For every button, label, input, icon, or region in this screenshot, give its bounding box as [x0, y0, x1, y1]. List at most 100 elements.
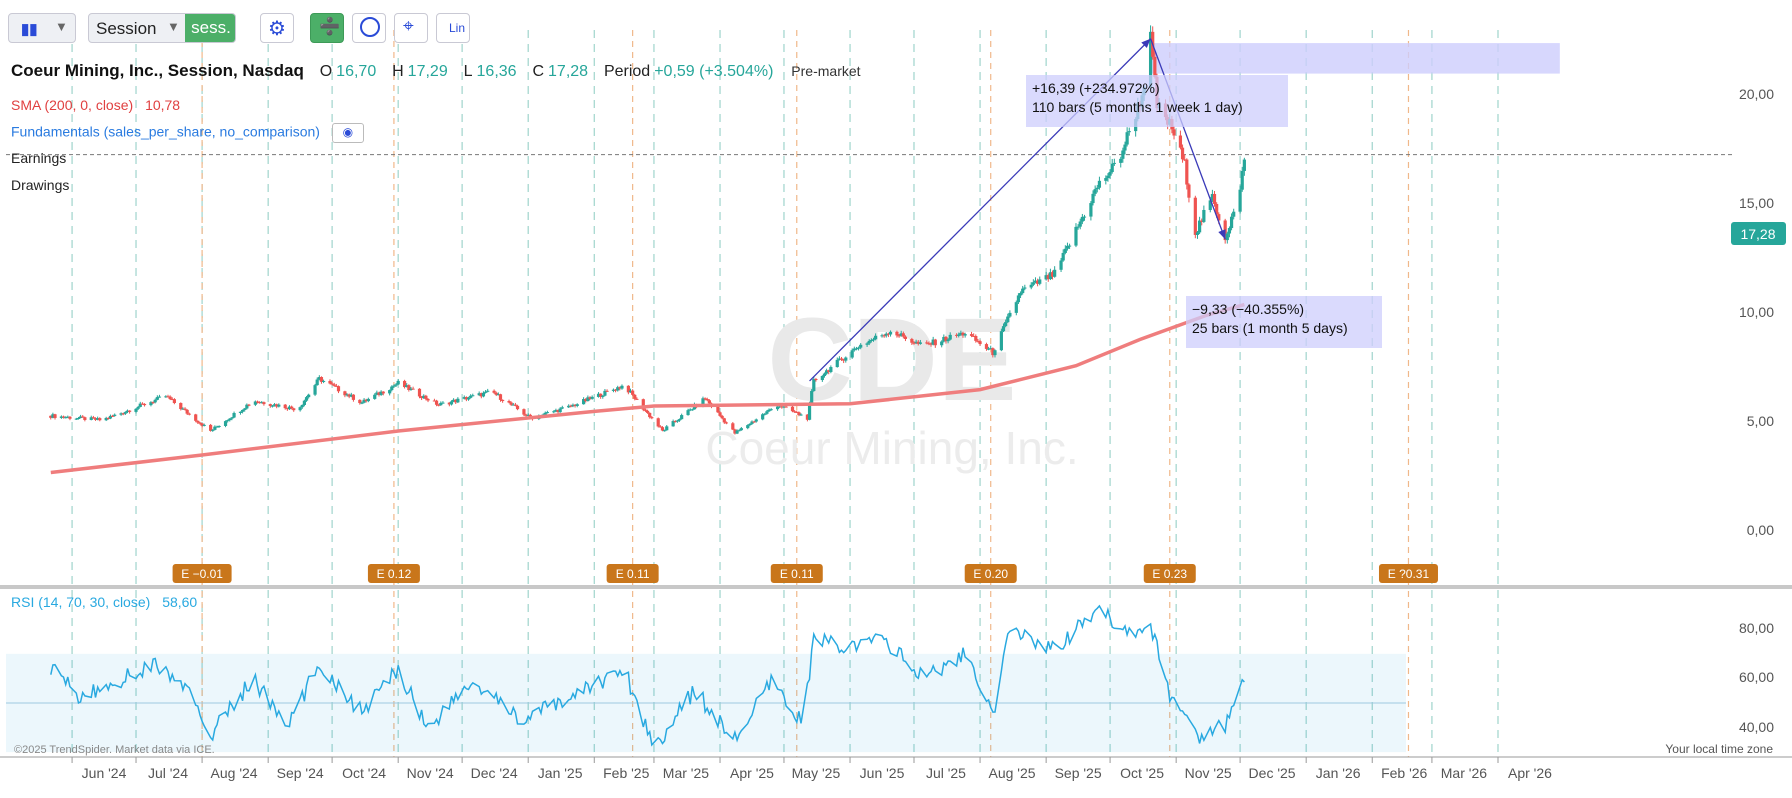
candle-body	[1038, 279, 1042, 284]
earnings-badge-label: E 0.20	[973, 567, 1008, 581]
candle-body	[596, 393, 601, 397]
time-axis-label: Apr '25	[730, 765, 774, 781]
candle-body	[874, 335, 878, 340]
measure-down-bars: 25 bars (1 month 5 days)	[1192, 320, 1348, 336]
candle-body	[1050, 272, 1055, 277]
candle-body	[164, 396, 168, 398]
candle-body	[733, 429, 737, 434]
candle-body	[933, 339, 937, 346]
candle-body	[1001, 326, 1006, 332]
auto-trend-button[interactable]: ➗	[310, 13, 344, 43]
candle-body	[961, 332, 965, 336]
sma-legend[interactable]: SMA (200, 0, close) 10,78	[11, 97, 180, 113]
candle-body	[1217, 214, 1221, 221]
candle-body	[1044, 275, 1048, 280]
candle-body	[1061, 252, 1065, 261]
candle-body	[558, 408, 562, 413]
trend-icon: ➗	[319, 17, 341, 36]
candle-body	[673, 421, 677, 423]
candle-body	[903, 336, 908, 340]
watermark-ticker: CDE	[767, 294, 1016, 426]
sma-line	[50, 302, 1245, 475]
candle-body	[91, 417, 95, 419]
candle-body	[64, 417, 68, 419]
candle-body	[328, 380, 332, 384]
candle-body	[1097, 180, 1102, 188]
measure-down-line	[1149, 38, 1226, 240]
candle-body	[89, 417, 93, 420]
scale-button[interactable]: Lin	[436, 13, 470, 43]
candle-body	[680, 415, 684, 420]
measure-up-box[interactable]: +16,39 (+234.972%) 110 bars (5 months 1 …	[1026, 75, 1288, 127]
candle-body	[307, 394, 311, 398]
candle-body	[81, 416, 85, 418]
measure-down-box[interactable]: −9,33 (−40.355%) 25 bars (1 month 5 days…	[1186, 296, 1382, 348]
price-axis-label: 15,00	[1738, 195, 1774, 212]
candle-body	[1185, 159, 1189, 185]
price-axis-label: 20,00	[1738, 86, 1774, 103]
candle-body	[1065, 245, 1070, 249]
candle-body	[172, 399, 176, 404]
candle-body	[170, 399, 174, 401]
time-button[interactable]	[352, 13, 386, 43]
earnings-legend[interactable]: Earnings	[11, 150, 67, 166]
candle-body	[588, 397, 592, 399]
candle-body	[377, 392, 381, 395]
candle-body	[1240, 170, 1244, 190]
time-axis-label: Dec '25	[1248, 765, 1296, 781]
candle-body	[854, 348, 859, 350]
sma-value: 10,78	[145, 97, 181, 113]
candle-body	[349, 394, 353, 397]
price-zone-rectangle[interactable]	[1150, 43, 1560, 74]
candle-body	[275, 404, 279, 407]
candle-body	[358, 399, 362, 404]
candle-body	[268, 404, 272, 406]
candle-body	[720, 415, 724, 419]
candle-body	[245, 404, 249, 409]
candle-body	[1036, 280, 1040, 284]
candle-body	[611, 389, 616, 391]
low-value: 16,36	[476, 63, 517, 80]
candle-body	[613, 389, 618, 391]
candle-body	[509, 402, 513, 405]
fundamentals-legend[interactable]: Fundamentals (sales_per_share, no_compar…	[11, 123, 364, 143]
candle-body	[748, 423, 752, 426]
time-axis-label: Feb '25	[603, 765, 650, 781]
candle-body	[373, 394, 377, 399]
candle-body	[407, 385, 411, 390]
candle-body	[795, 412, 799, 414]
candle-body	[232, 412, 236, 418]
candle-body	[1229, 216, 1234, 229]
settings-button[interactable]: ⚙	[260, 13, 294, 43]
candle-body	[285, 408, 289, 410]
candle-body	[810, 391, 814, 404]
candle-body	[83, 417, 87, 420]
candle-body	[334, 385, 338, 387]
candle-body	[735, 430, 739, 434]
session-dropdown[interactable]: Session ▼ sess.	[88, 13, 236, 43]
candle-body	[179, 403, 183, 410]
candle-body	[737, 430, 741, 432]
candle-body	[767, 409, 771, 412]
candle-body	[258, 402, 262, 404]
price-tag-value: 17,28	[1740, 226, 1775, 242]
eye-hidden-icon[interactable]: ◉	[331, 123, 364, 143]
candle-body	[1014, 302, 1018, 313]
candle-body	[287, 406, 292, 410]
rsi-legend[interactable]: RSI (14, 70, 30, close) 58,60	[11, 594, 197, 610]
chart-type-button[interactable]: ▮▮ ▼	[8, 13, 76, 43]
candle-body	[603, 390, 607, 396]
candle-body	[1119, 158, 1123, 163]
drawings-legend[interactable]: Drawings	[11, 177, 70, 193]
earnings-badges[interactable]: E −0.01 E 0.12 E 0.11 E 0.11 E 0.20 E 0.23 E ?…	[172, 564, 1438, 583]
candle-body	[765, 411, 769, 414]
candle-body	[396, 380, 400, 385]
candle-body	[441, 402, 445, 404]
candle-body	[812, 379, 816, 392]
candle-body	[648, 412, 652, 418]
candle-body	[136, 406, 140, 409]
candle-body	[677, 419, 682, 421]
high-value: 17,29	[407, 63, 448, 80]
crosshair-button[interactable]: ⌖	[394, 13, 428, 43]
